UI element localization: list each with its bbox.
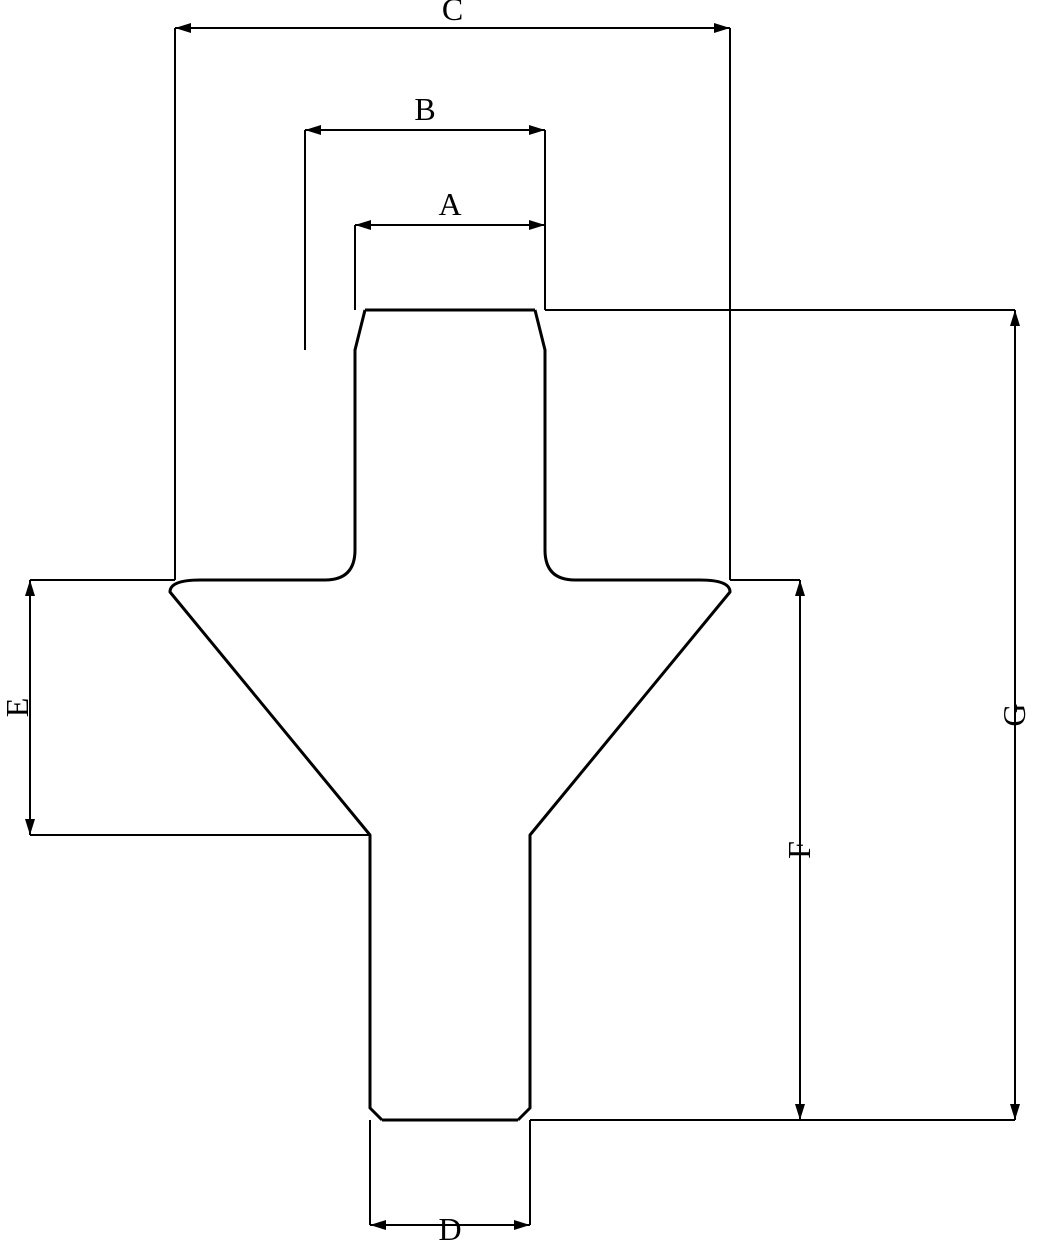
engineering-drawing: A B C D E F G xyxy=(0,0,1046,1251)
dim-label-C: C xyxy=(442,0,463,27)
dim-label-B: B xyxy=(414,91,435,127)
dim-label-D: D xyxy=(438,1211,461,1247)
dim-label-A: A xyxy=(438,186,461,222)
dim-label-G: G xyxy=(996,703,1032,726)
dim-label-F: F xyxy=(781,841,817,859)
dim-label-E: E xyxy=(0,698,35,718)
